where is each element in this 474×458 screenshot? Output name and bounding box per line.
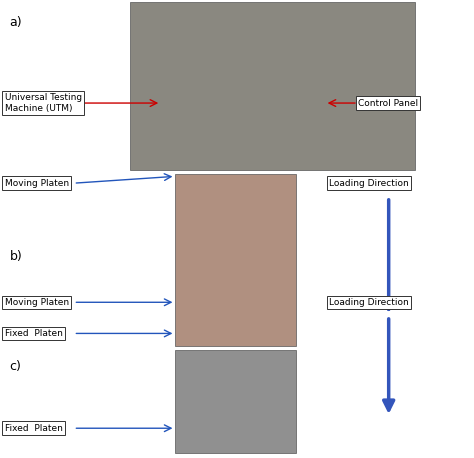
Text: Universal Testing
Machine (UTM): Universal Testing Machine (UTM) [5,93,82,113]
FancyBboxPatch shape [175,174,296,346]
Text: a): a) [9,16,22,29]
Text: Fixed  Platen: Fixed Platen [5,424,63,433]
Text: Moving Platen: Moving Platen [5,298,69,307]
FancyBboxPatch shape [130,2,415,170]
Text: c): c) [9,360,21,372]
FancyBboxPatch shape [175,350,296,453]
Text: Fixed  Platen: Fixed Platen [5,329,63,338]
Text: Control Panel: Control Panel [358,98,418,108]
Text: b): b) [9,250,22,262]
Text: Moving Platen: Moving Platen [5,179,69,188]
Text: Loading Direction: Loading Direction [329,298,409,307]
Text: Loading Direction: Loading Direction [329,179,409,188]
